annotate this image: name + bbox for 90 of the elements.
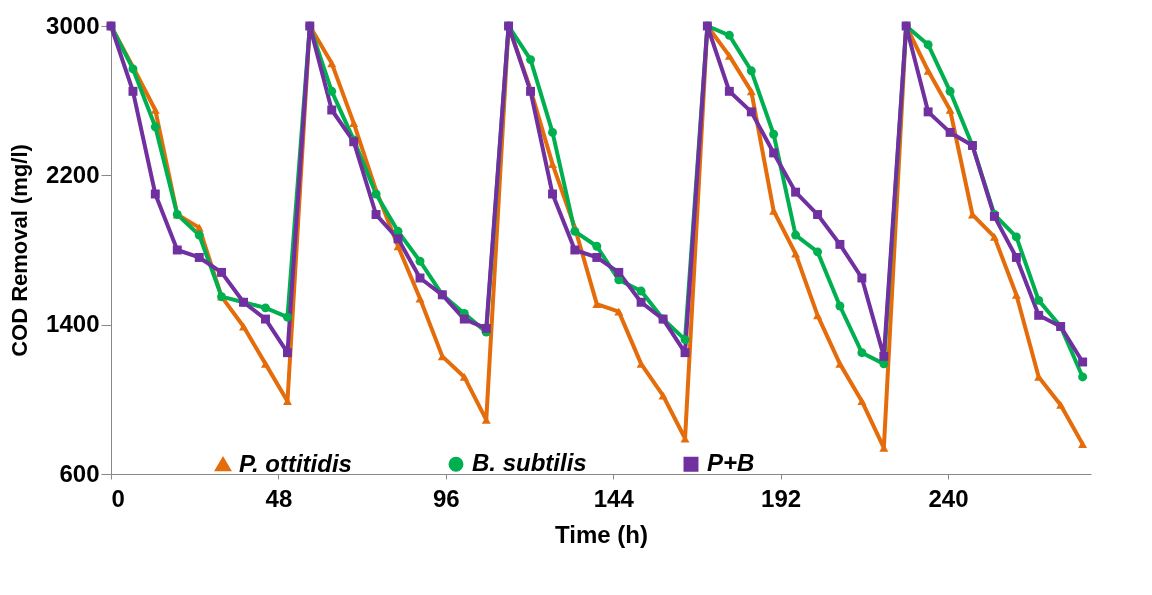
- point: [172, 245, 182, 255]
- point: [548, 160, 557, 169]
- point: [393, 234, 403, 244]
- point: [945, 127, 955, 137]
- point: [128, 86, 138, 96]
- x-tick-label: 240: [928, 484, 969, 512]
- point: [1011, 232, 1021, 242]
- point: [327, 105, 337, 115]
- point: [150, 189, 160, 199]
- point: [150, 106, 160, 114]
- point: [923, 66, 933, 75]
- point: [769, 148, 779, 158]
- y-tick-label: 600: [59, 459, 100, 487]
- point: [1078, 372, 1088, 382]
- y-tick-label: 2200: [46, 160, 100, 188]
- point: [283, 348, 292, 358]
- point: [217, 267, 227, 277]
- point: [261, 314, 270, 324]
- point: [857, 397, 867, 406]
- y-tick-label: 1400: [46, 310, 100, 338]
- point: [945, 106, 955, 114]
- point: [481, 323, 491, 333]
- point: [261, 359, 270, 368]
- y-axis-title: COD Removal (mg/l): [7, 144, 33, 357]
- point: [636, 297, 646, 307]
- point: [680, 335, 690, 345]
- point: [724, 51, 734, 60]
- point: [261, 303, 270, 313]
- point: [680, 348, 690, 358]
- point: [791, 230, 801, 240]
- legend-label: P. ottitidis: [239, 449, 352, 477]
- point: [548, 189, 557, 199]
- x-tick-label: 48: [265, 484, 293, 512]
- point: [548, 127, 557, 137]
- point: [1011, 252, 1021, 262]
- point: [791, 187, 801, 197]
- point: [194, 252, 204, 262]
- point: [371, 189, 381, 199]
- point: [879, 351, 889, 361]
- point: [150, 122, 160, 132]
- point: [746, 87, 756, 96]
- x-tick-label: 144: [593, 484, 635, 512]
- point: [724, 86, 734, 96]
- point: [1056, 401, 1066, 409]
- legend-label: B. subtilis: [472, 449, 587, 477]
- point: [636, 286, 646, 296]
- point: [857, 348, 867, 358]
- x-tick-label: 96: [432, 484, 460, 512]
- point: [592, 252, 602, 262]
- point: [349, 119, 359, 127]
- point: [813, 311, 823, 320]
- x-tick-label: 192: [761, 484, 802, 512]
- point: [526, 55, 536, 65]
- point: [1078, 357, 1088, 367]
- point: [614, 267, 624, 277]
- point: [592, 241, 602, 251]
- point: [570, 226, 580, 236]
- point: [835, 239, 845, 249]
- x-tick-label: 0: [111, 484, 125, 512]
- x-axis-title: Time (h): [555, 520, 648, 548]
- point: [857, 273, 867, 283]
- point: [813, 210, 823, 220]
- point: [1034, 310, 1044, 320]
- point: [459, 314, 469, 324]
- point: [1078, 440, 1088, 449]
- point: [923, 40, 933, 50]
- point: [327, 59, 337, 68]
- point: [813, 247, 823, 257]
- point: [415, 256, 425, 266]
- point: [746, 107, 756, 117]
- point: [371, 210, 381, 220]
- legend-label: P+B: [707, 449, 755, 477]
- point: [459, 373, 469, 381]
- point: [791, 249, 801, 258]
- point: [989, 233, 999, 241]
- point: [283, 312, 292, 322]
- point: [769, 129, 779, 139]
- point: [746, 66, 756, 76]
- point: [835, 301, 845, 311]
- point: [923, 107, 933, 117]
- point: [393, 242, 403, 251]
- y-tick-label: 3000: [46, 11, 100, 39]
- point: [570, 245, 580, 255]
- point: [636, 359, 646, 368]
- point: [945, 86, 955, 96]
- point: [835, 359, 845, 368]
- point: [327, 86, 337, 96]
- point: [1034, 295, 1044, 305]
- point: [724, 30, 734, 40]
- point: [194, 230, 204, 240]
